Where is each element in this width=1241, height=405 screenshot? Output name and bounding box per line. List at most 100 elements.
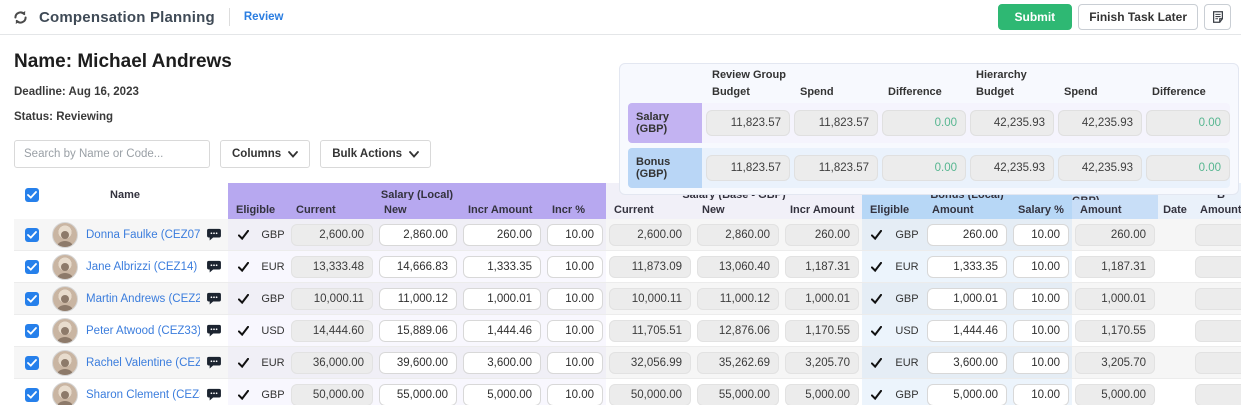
base-current-column-header: Current <box>606 200 694 219</box>
avatar <box>52 286 78 312</box>
avatar <box>52 222 78 248</box>
search-input[interactable] <box>14 140 210 168</box>
salary-base-new-field: 35,262.69 <box>697 352 779 374</box>
current-column-header: Current <box>288 200 376 219</box>
salary-eligible-check[interactable] <box>228 347 258 378</box>
truncated-amount-field <box>1195 224 1241 246</box>
incr-amount-column-header: Incr Amount <box>460 200 544 219</box>
check-icon <box>27 391 37 399</box>
review-budget-header: Budget <box>706 84 790 103</box>
salary-new-input[interactable] <box>379 288 457 310</box>
salary-incr-amount-input[interactable] <box>463 288 541 310</box>
salary-eligible-check[interactable] <box>228 219 258 250</box>
bulk-actions-dropdown-button[interactable]: Bulk Actions <box>320 140 431 168</box>
nav-review-link[interactable]: Review <box>244 11 284 23</box>
employee-name-link[interactable]: Sharon Clement (CEZ55) <box>86 389 200 401</box>
row-checkbox[interactable] <box>25 260 39 274</box>
comment-button[interactable] <box>200 379 228 405</box>
salary-incr-amount-input[interactable] <box>463 224 541 246</box>
salary-incr-pct-input[interactable] <box>547 320 603 342</box>
salary-new-input[interactable] <box>379 384 457 405</box>
salary-currency: GBP <box>261 229 284 241</box>
bonus-base-amount-field: 1,187.31 <box>1075 256 1155 278</box>
salary-currency: EUR <box>261 261 284 273</box>
avatar <box>52 254 78 280</box>
bonus-review-budget: 11,823.57 <box>706 155 790 181</box>
employee-name-link[interactable]: Rachel Valentine (CEZ40) <box>86 357 200 369</box>
row-checkbox[interactable] <box>25 292 39 306</box>
salary-incr-amount-input[interactable] <box>463 256 541 278</box>
summary-bonus-row: Bonus (GBP) 11,823.57 11,823.57 0.00 42,… <box>628 148 1230 188</box>
salary-incr-amount-input[interactable] <box>463 320 541 342</box>
truncated-amount-field <box>1195 320 1241 342</box>
columns-dropdown-button[interactable]: Columns <box>220 140 310 168</box>
eligible-check-icon <box>871 294 882 304</box>
bonus-salary-pct-input[interactable] <box>1013 384 1069 405</box>
salary-new-input[interactable] <box>379 224 457 246</box>
bonus-eligible-check[interactable] <box>862 379 890 405</box>
salary-incr-amount-input[interactable] <box>463 384 541 405</box>
salary-incr-pct-input[interactable] <box>547 288 603 310</box>
salary-base-current-field: 32,056.99 <box>609 352 691 374</box>
bonus-salary-pct-input[interactable] <box>1013 288 1069 310</box>
row-checkbox[interactable] <box>25 356 39 370</box>
comment-button[interactable] <box>200 251 228 282</box>
salary-new-input[interactable] <box>379 320 457 342</box>
row-checkbox[interactable] <box>25 228 39 242</box>
salary-new-input[interactable] <box>379 352 457 374</box>
salary-review-spend: 11,823.57 <box>794 110 878 136</box>
bonus-amount-input[interactable] <box>927 224 1007 246</box>
employee-name-link[interactable]: Martin Andrews (CEZ26) <box>86 293 200 305</box>
salary-incr-pct-input[interactable] <box>547 352 603 374</box>
date-cell <box>1158 347 1192 378</box>
bonus-amount-input[interactable] <box>927 352 1007 374</box>
salary-incr-pct-input[interactable] <box>547 256 603 278</box>
avatar <box>52 350 78 376</box>
salary-new-input[interactable] <box>379 256 457 278</box>
salary-base-incr-amount-field: 1,000.01 <box>785 288 859 310</box>
submit-button[interactable]: Submit <box>998 4 1073 30</box>
row-checkbox[interactable] <box>25 388 39 402</box>
salary-current-field: 13,333.48 <box>291 256 373 278</box>
employee-name-link[interactable]: Jane Albrizzi (CEZ14) <box>86 261 197 273</box>
bonus-salary-pct-input[interactable] <box>1013 224 1069 246</box>
person-icon <box>55 261 75 279</box>
compensation-table: Name Salary (Local) Salary (Base - GBP) … <box>14 183 1241 405</box>
salary-current-field: 14,444.60 <box>291 320 373 342</box>
bonus-salary-pct-input[interactable] <box>1013 320 1069 342</box>
eligible-check-icon <box>871 230 882 240</box>
salary-eligible-check[interactable] <box>228 283 258 314</box>
bonus-eligible-check[interactable] <box>862 315 890 346</box>
salary-eligible-check[interactable] <box>228 251 258 282</box>
row-checkbox[interactable] <box>25 324 39 338</box>
bonus-eligible-check[interactable] <box>862 283 890 314</box>
bonus-amount-input[interactable] <box>927 384 1007 405</box>
bonus-amount-input[interactable] <box>927 288 1007 310</box>
salary-incr-pct-input[interactable] <box>547 384 603 405</box>
table-row: Jane Albrizzi (CEZ14) EUR 13,333.48 11,8… <box>14 251 1241 283</box>
notes-button[interactable] <box>1204 4 1231 30</box>
summary-salary-label: Salary (GBP) <box>628 103 702 143</box>
comment-button[interactable] <box>200 283 228 314</box>
bonus-amount-input[interactable] <box>927 320 1007 342</box>
comment-button[interactable] <box>200 315 228 346</box>
salary-eligible-check[interactable] <box>228 315 258 346</box>
bonus-amount-input[interactable] <box>927 256 1007 278</box>
summary-salary-row: Salary (GBP) 11,823.57 11,823.57 0.00 42… <box>628 103 1230 143</box>
employee-name-link[interactable]: Donna Faulke (CEZ07) <box>86 229 200 241</box>
salary-eligible-check[interactable] <box>228 379 258 405</box>
notes-icon <box>1211 10 1225 24</box>
comment-button[interactable] <box>200 347 228 378</box>
salary-incr-amount-input[interactable] <box>463 352 541 374</box>
bonus-salary-pct-input[interactable] <box>1013 352 1069 374</box>
bonus-salary-pct-input[interactable] <box>1013 256 1069 278</box>
bonus-eligible-check[interactable] <box>862 219 890 250</box>
salary-incr-pct-input[interactable] <box>547 224 603 246</box>
bonus-eligible-check[interactable] <box>862 347 890 378</box>
employee-name-link[interactable]: Peter Atwood (CEZ33) <box>86 325 200 337</box>
salary-current-field: 2,600.00 <box>291 224 373 246</box>
bonus-hierarchy-budget: 42,235.93 <box>970 155 1054 181</box>
comment-button[interactable] <box>200 219 228 250</box>
finish-task-later-button[interactable]: Finish Task Later <box>1078 4 1198 30</box>
bonus-eligible-check[interactable] <box>862 251 890 282</box>
